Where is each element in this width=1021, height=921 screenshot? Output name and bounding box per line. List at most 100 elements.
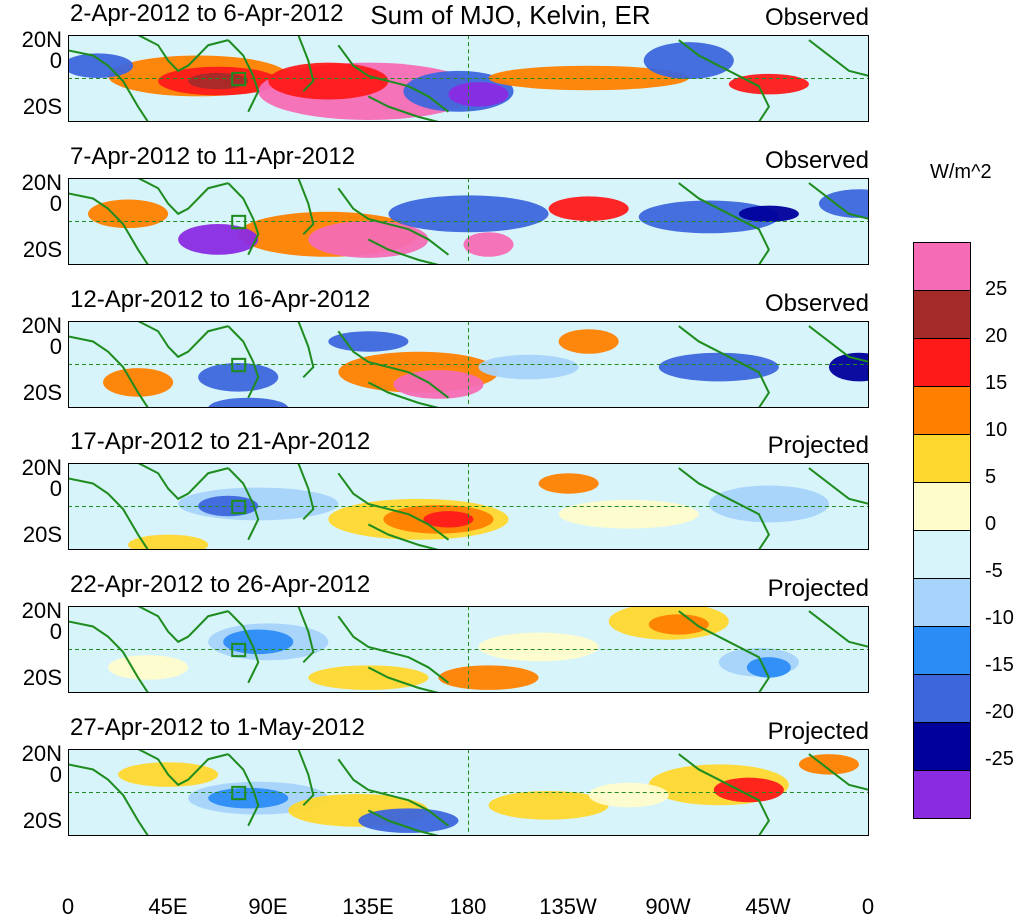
colorbar-tick-label: 5 — [985, 466, 997, 488]
colorbar-tick-label: -25 — [985, 748, 1014, 770]
map-panel: 7-Apr-2012 to 11-Apr-2012 Observed 20N 0 20S — [0, 143, 880, 265]
anomaly-map — [68, 749, 869, 836]
panel-kind-label: Projected — [767, 718, 869, 745]
colorbar-units: W/m^2 — [930, 161, 992, 183]
coastline — [68, 192, 149, 265]
anomaly-contour — [713, 777, 784, 803]
anomaly-contour — [208, 787, 289, 809]
panel-kind-label: Observed — [764, 4, 869, 31]
anomaly-contour — [643, 42, 734, 80]
colorbar-swatch — [913, 338, 971, 386]
coastline — [297, 463, 315, 521]
coastline — [137, 321, 229, 359]
coastline — [367, 523, 439, 550]
colorbar-swatch — [913, 242, 971, 290]
coastline — [68, 620, 149, 693]
lon-label-135e: 135E — [342, 894, 394, 919]
panel-date-range: 17-Apr-2012 to 21-Apr-2012 — [70, 428, 371, 455]
coastline — [678, 325, 771, 408]
anomaly-contour — [798, 754, 859, 775]
coastline — [337, 615, 450, 684]
coastline — [808, 753, 869, 791]
anomaly-contour — [478, 354, 579, 380]
coastline — [297, 749, 315, 807]
coastline — [297, 321, 315, 379]
coastline — [367, 381, 439, 408]
anomaly-contour — [223, 629, 294, 655]
anomaly-contour — [68, 53, 134, 78]
panel-date-range: 7-Apr-2012 to 11-Apr-2012 — [70, 143, 356, 170]
colorbar — [913, 242, 971, 819]
lon-label-135w: 135W — [539, 894, 597, 919]
panel-kind-label: Observed — [764, 290, 869, 317]
figure-title: Sum of MJO, Kelvin, ER — [370, 0, 651, 30]
coastline — [227, 753, 260, 827]
coastline — [367, 95, 439, 122]
coastline — [137, 463, 229, 501]
coastline — [678, 753, 771, 836]
coastline — [808, 610, 869, 648]
coastline — [137, 35, 229, 73]
lat-label-20s: 20S — [22, 237, 62, 262]
colorbar-swatch — [913, 386, 971, 434]
anomaly-contour — [558, 329, 619, 354]
lon-label-45w: 45W — [745, 894, 791, 919]
lat-label-20s: 20S — [22, 380, 62, 405]
coastline — [227, 610, 260, 684]
region-box-marker — [231, 499, 247, 515]
coastline — [68, 477, 149, 550]
colorbar-tick-label: 10 — [985, 419, 1008, 441]
colorbar-swatch — [913, 482, 971, 530]
lat-label-20s: 20S — [22, 522, 62, 547]
coastline — [808, 39, 869, 77]
colorbar-tick-label: 20 — [985, 325, 1008, 347]
lat-label-equator: 0 — [49, 334, 62, 359]
coastline — [678, 467, 771, 550]
anomaly-contour — [178, 224, 259, 255]
coastline — [68, 335, 149, 408]
colorbar-tick-label: -20 — [985, 701, 1014, 723]
anomaly-contour — [538, 473, 599, 494]
lon-label-90w: 90W — [645, 894, 691, 919]
anomaly-contour — [448, 82, 509, 107]
anomaly-contour — [188, 72, 249, 90]
anomaly-contour — [746, 657, 791, 678]
map-panel: 2-Apr-2012 to 6-Apr-2012 Observed 20N 0 20S — [0, 0, 880, 122]
panel-date-range: 12-Apr-2012 to 16-Apr-2012 — [70, 286, 371, 313]
lat-label-20s: 20S — [22, 94, 62, 119]
colorbar-tick-label: 25 — [985, 278, 1008, 300]
anomaly-contour — [558, 499, 699, 529]
colorbar-tick-label: 15 — [985, 372, 1008, 394]
anomaly-map — [68, 606, 869, 693]
coastline — [808, 182, 869, 220]
coastline — [68, 49, 149, 122]
region-box-marker — [231, 785, 247, 801]
lat-label-equator: 0 — [49, 476, 62, 501]
region-box-marker — [231, 71, 247, 87]
anomaly-contour — [463, 232, 514, 257]
region-box-marker — [231, 642, 247, 658]
anomaly-map — [68, 178, 869, 265]
colorbar-tick-label: -15 — [985, 654, 1014, 676]
coastline — [137, 606, 229, 644]
anomaly-contour — [88, 199, 169, 229]
anomaly-contour — [108, 655, 189, 680]
anomaly-contour — [588, 782, 669, 808]
coastline — [297, 35, 315, 93]
anomaly-contour — [103, 368, 174, 397]
map-panel: 22-Apr-2012 to 26-Apr-2012 Projected 20N 0 2… — [0, 571, 880, 693]
anomaly-contour — [658, 352, 779, 382]
colorbar-swatch — [913, 290, 971, 338]
panel-date-range: 22-Apr-2012 to 26-Apr-2012 — [70, 571, 371, 598]
anomaly-contour — [128, 534, 209, 550]
region-box-marker — [231, 357, 247, 373]
anomaly-contour — [478, 632, 599, 662]
coastline — [678, 610, 771, 693]
lon-label-0-end: 0 — [861, 894, 875, 919]
coastline — [678, 39, 771, 122]
coastline — [678, 182, 771, 265]
anomaly-contour — [423, 511, 474, 528]
anomaly-map — [68, 321, 869, 408]
anomaly-contour — [648, 614, 709, 635]
colorbar-tick-label: -5 — [985, 560, 1003, 582]
